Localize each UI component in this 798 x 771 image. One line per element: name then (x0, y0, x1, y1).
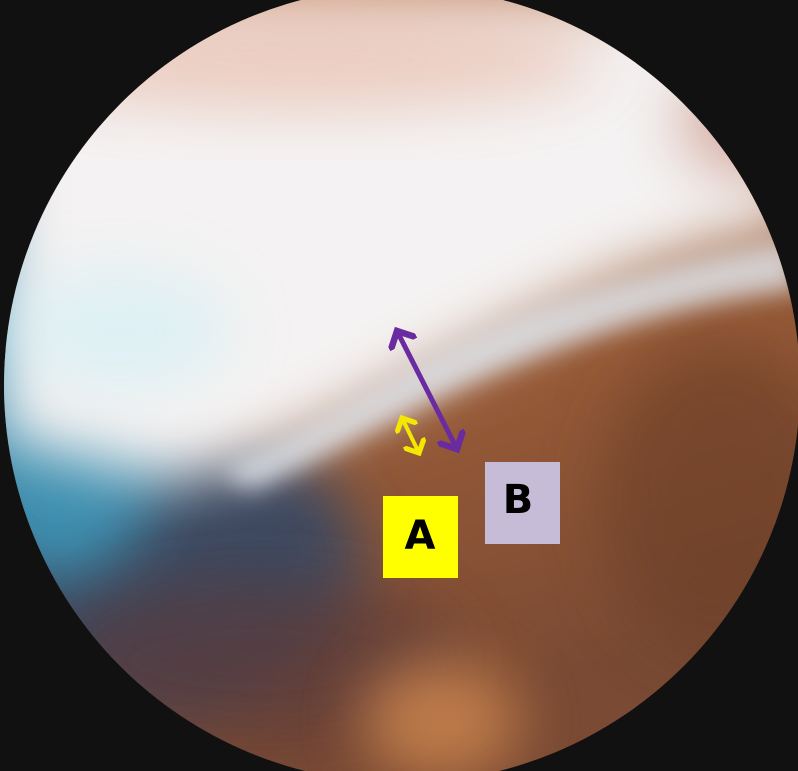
label-a-box (383, 496, 458, 578)
label-b-box (485, 462, 560, 544)
label-a: A (405, 513, 436, 559)
purple-arrow (397, 331, 457, 449)
label-b: B (503, 477, 534, 523)
yellow-arrow (402, 418, 419, 453)
